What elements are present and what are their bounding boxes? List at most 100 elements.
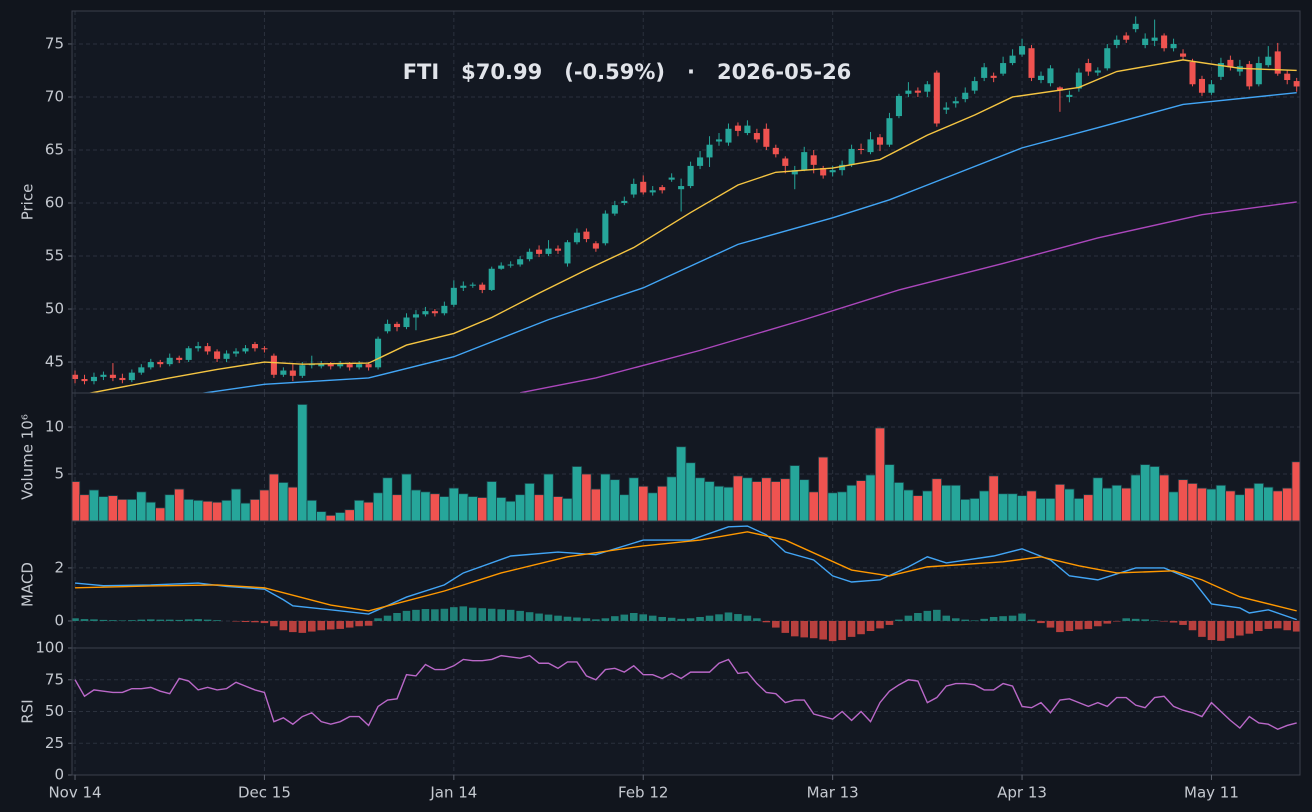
candle-body (573, 232, 580, 243)
y-tick-label: 5 (54, 465, 64, 483)
volume-bar (893, 482, 905, 521)
volume-bar (1244, 487, 1255, 521)
candle-body (1217, 63, 1224, 77)
volume-bar (221, 499, 232, 521)
candle-body (1066, 94, 1073, 97)
candle-body (602, 213, 609, 244)
histogram-bar (866, 620, 875, 632)
candle-body (214, 351, 221, 359)
x-tick-label: Feb 12 (618, 784, 668, 802)
y-tick-label: 55 (45, 247, 64, 265)
histogram-bar (156, 619, 165, 621)
histogram-bar (72, 618, 79, 621)
volume-bar (874, 427, 886, 521)
candle-body (479, 284, 486, 290)
candle-body (185, 348, 192, 360)
volume-bar (477, 497, 488, 521)
volume-bar (988, 475, 999, 521)
volume-bar (922, 490, 933, 521)
candle-body (1075, 72, 1082, 89)
x-tick-label: Jan 14 (429, 784, 477, 802)
y-axis-label: Volume 10⁶ (19, 414, 37, 500)
histogram-bar (307, 620, 316, 632)
candle-body (356, 364, 363, 368)
histogram-bar (762, 620, 771, 623)
candle-body (820, 168, 827, 176)
volume-bar (1272, 490, 1283, 521)
histogram-bar (289, 620, 297, 633)
histogram-bar (194, 619, 202, 621)
candle-body (715, 139, 723, 142)
volume-bar (704, 481, 715, 521)
candle-body (858, 148, 865, 150)
candle-body (744, 125, 751, 134)
y-tick-label: 0 (54, 611, 64, 629)
histogram-bar (1283, 620, 1292, 631)
histogram-bar (184, 619, 193, 621)
candle-body (1265, 56, 1272, 66)
candle-body (640, 181, 647, 193)
candle-body (848, 148, 855, 165)
histogram-bar (611, 616, 619, 621)
candle-body (1142, 38, 1149, 46)
candle-body (119, 377, 126, 381)
candle-body (280, 370, 287, 375)
volume-bar (1102, 487, 1113, 521)
histogram-bar (686, 618, 695, 621)
volume-bar (694, 477, 706, 521)
volume-bar (1253, 483, 1264, 521)
volume-bar (1282, 487, 1293, 521)
histogram-bar (364, 620, 373, 626)
candle-body (1293, 81, 1300, 87)
volume-bar (533, 494, 545, 521)
candle-body (611, 205, 618, 214)
histogram-bar (279, 620, 288, 631)
candle-body (943, 107, 950, 110)
histogram-bar (819, 620, 827, 640)
histogram-bar (80, 619, 89, 621)
line (199, 92, 1297, 393)
candle-body (829, 170, 836, 173)
histogram-bar (128, 620, 136, 621)
candle-body (1037, 75, 1045, 81)
volume-bar (259, 489, 270, 521)
volume-bar (230, 488, 242, 521)
histogram-bar (1075, 620, 1083, 630)
candle-body (393, 323, 401, 328)
volume-bar (136, 491, 147, 521)
histogram-bar (942, 615, 951, 621)
candle-body (1104, 48, 1111, 69)
histogram-bar (980, 618, 988, 621)
y-tick-label: 2 (54, 558, 64, 576)
volume-bar (590, 488, 602, 521)
candle-body (147, 362, 154, 368)
volume-bar (410, 489, 422, 521)
histogram-bar (639, 614, 648, 621)
histogram-bar (724, 612, 733, 621)
histogram-bar (800, 620, 809, 638)
histogram-bar (175, 619, 183, 621)
histogram-bar (554, 615, 562, 621)
histogram-bar (772, 620, 780, 628)
ticker: FTI (403, 60, 439, 84)
candle-body (1000, 63, 1007, 74)
histogram-bar (790, 620, 799, 637)
volume-bar (335, 512, 346, 521)
histogram-bar (525, 612, 534, 621)
volume-bar (903, 489, 914, 521)
volume-bar (183, 498, 194, 521)
x-tick-label: Dec 15 (238, 784, 291, 802)
chart-title: FTI $70.99 (-0.59%) · 2026-05-26 (403, 60, 852, 84)
histogram-bar (459, 606, 468, 621)
volume-bar (836, 491, 848, 521)
y-tick-label: 10 (45, 418, 64, 436)
histogram-bar (970, 620, 979, 621)
candle-body (867, 139, 874, 153)
candle-body (1132, 23, 1139, 30)
candle-body (346, 364, 353, 368)
histogram-bar (1018, 613, 1026, 621)
histogram-bar (99, 619, 108, 621)
histogram-bar (753, 618, 761, 621)
histogram-bar (251, 620, 259, 623)
histogram-bar (951, 618, 960, 621)
